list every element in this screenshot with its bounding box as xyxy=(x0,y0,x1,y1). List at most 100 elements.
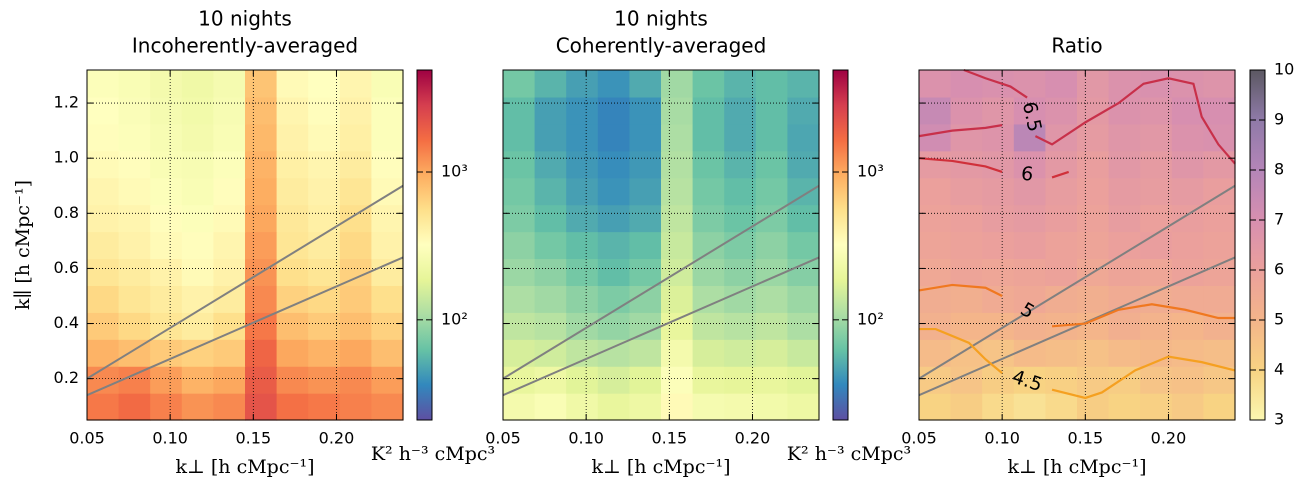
heatmap-cell xyxy=(1203,231,1236,260)
heatmap-cell xyxy=(692,204,725,233)
heatmap-cell xyxy=(692,231,725,260)
heatmap-cell xyxy=(1013,366,1046,394)
heatmap-cell xyxy=(787,258,820,286)
heatmap-cell xyxy=(1077,231,1110,260)
heatmap-cell xyxy=(371,366,404,394)
heatmap-cell xyxy=(1203,150,1236,179)
heatmap-cell xyxy=(339,312,372,340)
heatmap-cell xyxy=(1045,177,1078,206)
heatmap-cell xyxy=(1013,70,1046,98)
heatmap-cell xyxy=(1108,231,1141,260)
heatmap-cell xyxy=(118,204,151,233)
heatmap-cell xyxy=(950,96,983,125)
wedge-line xyxy=(86,256,404,397)
heatmap-cell xyxy=(724,312,757,340)
heatmap-cell xyxy=(661,231,694,260)
heatmap-cell xyxy=(724,393,757,421)
heatmap-cell xyxy=(245,366,278,394)
heatmap-cell xyxy=(213,177,246,206)
heatmap-cell xyxy=(982,285,1015,313)
heatmap-cell xyxy=(919,231,952,260)
heatmap-cell xyxy=(919,70,952,98)
heatmap-cell xyxy=(308,96,341,125)
contour-line xyxy=(918,68,1236,165)
heatmap-cell xyxy=(597,70,630,98)
heatmap-cell xyxy=(371,231,404,260)
panel-title: 10 nights xyxy=(198,7,292,31)
heatmap-cell xyxy=(787,393,820,421)
heatmap-cell xyxy=(661,285,694,313)
panel-title: Ratio xyxy=(1051,34,1102,58)
heatmap-cell xyxy=(1077,70,1110,98)
heatmap-cell xyxy=(503,177,536,206)
colorbar-tick-label: 10³ xyxy=(441,162,468,181)
heatmap-cell xyxy=(982,150,1015,179)
contour-line xyxy=(919,327,1236,400)
heatmap-cell xyxy=(1140,150,1173,179)
heatmap-cell xyxy=(150,70,183,98)
heatmap-cell xyxy=(629,96,662,125)
x-tick-label: 0.10 xyxy=(568,429,604,448)
heatmap-cell xyxy=(534,150,567,179)
heatmap-cell xyxy=(308,231,341,260)
heatmap-cell xyxy=(276,204,309,233)
heatmap-cell xyxy=(950,204,983,233)
x-tick-label: 0.05 xyxy=(69,429,105,448)
heatmap-cell xyxy=(181,150,214,179)
colorbar-tick-label: 8 xyxy=(1274,160,1284,179)
heatmap-cell xyxy=(87,393,120,421)
heatmap-cell xyxy=(371,123,404,152)
x-tick-label: 0.05 xyxy=(901,429,937,448)
heatmap-cell xyxy=(1140,231,1173,260)
heatmap-cell xyxy=(566,177,599,206)
heatmap-cell xyxy=(566,123,599,152)
heatmap-cell xyxy=(982,204,1015,233)
heatmap-cell xyxy=(181,339,214,367)
heatmap-cell xyxy=(308,123,341,152)
heatmap-cell xyxy=(1171,150,1204,179)
heatmap-cell xyxy=(566,285,599,313)
heatmap-cell xyxy=(724,123,757,152)
heatmap-cell xyxy=(982,96,1015,125)
x-axis-label: k⊥ [h cMpc⁻¹] xyxy=(591,456,730,478)
heatmap-cell xyxy=(503,70,536,98)
heatmap-cell xyxy=(919,204,952,233)
heatmap-cell xyxy=(661,123,694,152)
heatmap-cell xyxy=(276,70,309,98)
heatmap-cell xyxy=(534,258,567,286)
heatmap-cell xyxy=(118,150,151,179)
heatmap-cell xyxy=(150,177,183,206)
colorbar-label: K² h⁻³ cMpc³ xyxy=(371,443,495,465)
heatmap-cell xyxy=(181,204,214,233)
heatmap-cell xyxy=(692,177,725,206)
heatmap-cell xyxy=(692,96,725,125)
heatmap-cell xyxy=(1077,177,1110,206)
heatmap-cell xyxy=(276,258,309,286)
heatmap-cell xyxy=(692,366,725,394)
wedge-line xyxy=(502,184,820,380)
heatmap-cell xyxy=(950,312,983,340)
heatmap-cell xyxy=(150,150,183,179)
heatmap-cell xyxy=(213,231,246,260)
heatmap-cell xyxy=(692,123,725,152)
y-tick-label: 0.2 xyxy=(54,368,79,387)
heatmap-cell xyxy=(276,393,309,421)
heatmap-cell xyxy=(181,70,214,98)
heatmap-cell xyxy=(1171,177,1204,206)
heatmap-cell xyxy=(339,393,372,421)
heatmap-cell xyxy=(629,150,662,179)
heatmap-cell xyxy=(1013,285,1046,313)
heatmap-cell xyxy=(1077,204,1110,233)
heatmap-cell xyxy=(213,96,246,125)
heatmap-cell xyxy=(661,70,694,98)
heatmap-cell xyxy=(1140,96,1173,125)
heatmap-cell xyxy=(787,96,820,125)
heatmap-cell xyxy=(181,123,214,152)
heatmap-cell xyxy=(661,177,694,206)
heatmap-cell xyxy=(213,204,246,233)
heatmap-cell xyxy=(213,312,246,340)
heatmap-cell xyxy=(755,96,788,125)
heatmap-cell xyxy=(534,393,567,421)
heatmap-cell xyxy=(787,312,820,340)
heatmap-cell xyxy=(87,312,120,340)
